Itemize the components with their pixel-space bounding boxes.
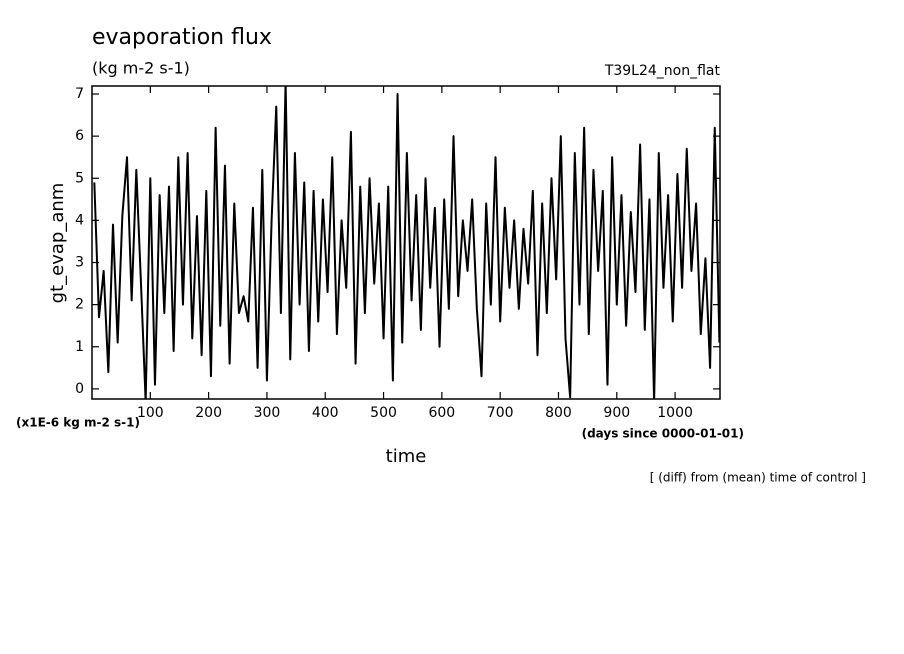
- run-label: T39L24_non_flat: [604, 63, 721, 79]
- data-line: [93, 86, 720, 399]
- x-tick-label: 100: [137, 405, 164, 421]
- x-axis-label: time: [386, 446, 427, 467]
- subtitle: (kg m-2 s-1): [92, 59, 190, 78]
- y-tick-label: 4: [75, 212, 84, 228]
- y-tick-label: 6: [75, 128, 84, 144]
- y-tick-label: 3: [75, 255, 84, 271]
- x-tick-label: 1000: [657, 405, 693, 421]
- y-axis-label: gt_evap_anm: [47, 183, 68, 304]
- x-tick-label: 200: [195, 405, 222, 421]
- y-tick-label: 1: [75, 339, 84, 355]
- x-units: (days since 0000-01-01): [582, 427, 744, 441]
- x-tick-label: 700: [487, 405, 514, 421]
- y-tick-label: 0: [75, 381, 84, 397]
- x-tick-label: 400: [312, 405, 339, 421]
- note: [ (diff) from (mean) time of control ]: [650, 471, 866, 485]
- y-tick-label: 7: [75, 86, 84, 102]
- y-tick-label: 2: [75, 297, 84, 313]
- x-tick-label: 600: [428, 405, 455, 421]
- plot-frame: [91, 85, 721, 400]
- x-tick-label: 800: [545, 405, 572, 421]
- y-units: (x1E-6 kg m-2 s-1): [16, 416, 140, 430]
- x-tick-label: 500: [370, 405, 397, 421]
- x-tick-label: 900: [603, 405, 630, 421]
- chart-title: evaporation flux: [92, 25, 272, 50]
- y-tick-label: 5: [75, 170, 84, 186]
- x-tick-label: 300: [254, 405, 281, 421]
